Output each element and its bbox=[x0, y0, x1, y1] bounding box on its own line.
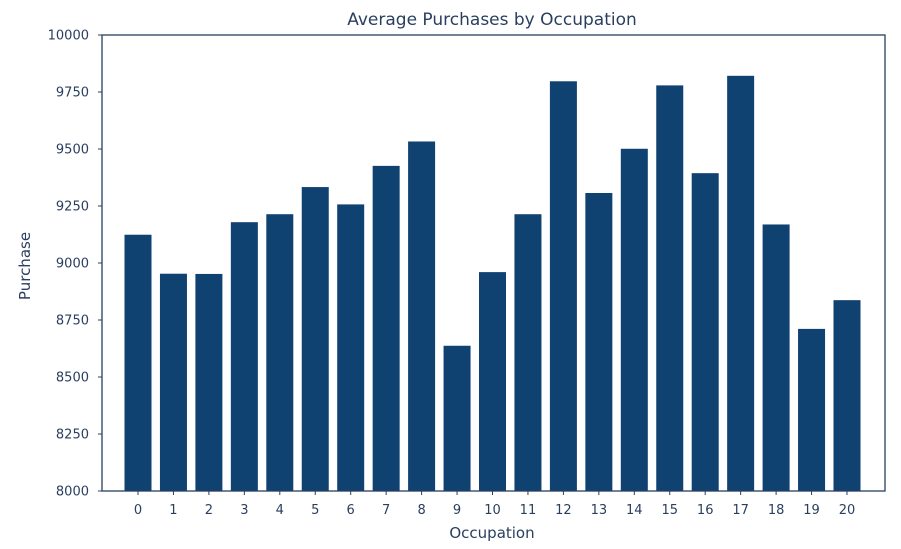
bar-occupation-1 bbox=[159, 273, 187, 491]
bar-occupation-0 bbox=[124, 234, 152, 492]
bar-occupation-20 bbox=[833, 300, 861, 491]
x-tick-label-15: 15 bbox=[661, 503, 678, 518]
bar-occupation-13 bbox=[585, 193, 613, 491]
bar-occupation-3 bbox=[230, 222, 258, 491]
y-axis-label: Purchase bbox=[16, 232, 34, 300]
x-tick-label-11: 11 bbox=[520, 503, 537, 518]
x-tick-label-17: 17 bbox=[732, 503, 749, 518]
x-axis-label: Occupation bbox=[449, 524, 534, 542]
y-tick-label-8250: 8250 bbox=[56, 428, 89, 443]
x-tick-label-20: 20 bbox=[839, 503, 856, 518]
x-tick-label-18: 18 bbox=[768, 503, 785, 518]
y-tick-label-9750: 9750 bbox=[56, 86, 89, 101]
x-tick-label-2: 2 bbox=[205, 503, 213, 518]
x-tick-label-6: 6 bbox=[347, 503, 355, 518]
y-tick-label-9500: 9500 bbox=[56, 143, 89, 158]
bar-occupation-8 bbox=[408, 141, 436, 492]
bar-occupation-10 bbox=[479, 272, 506, 491]
x-tick-label-19: 19 bbox=[803, 503, 820, 518]
bar-occupation-2 bbox=[195, 273, 223, 491]
y-axis-ticks: 8000 8250 8500 8750 9000 9250 9500 9750 10000 bbox=[48, 29, 102, 500]
x-tick-label-0: 0 bbox=[134, 503, 142, 518]
x-axis-ticks: 0 1 2 3 4 5 6 7 8 9 10 11 12 13 14 15 16 17 18 19 20 bbox=[134, 491, 855, 518]
x-tick-label-12: 12 bbox=[555, 503, 572, 518]
x-tick-label-13: 13 bbox=[591, 503, 608, 518]
x-tick-label-9: 9 bbox=[453, 503, 461, 518]
bar-occupation-7 bbox=[372, 165, 400, 491]
plot-frame bbox=[101, 34, 886, 492]
bar-occupation-15 bbox=[656, 85, 684, 491]
x-tick-label-5: 5 bbox=[311, 503, 319, 518]
bar-occupation-12 bbox=[549, 81, 577, 491]
x-tick-label-7: 7 bbox=[382, 503, 390, 518]
bar-occupation-9 bbox=[443, 345, 471, 491]
chart-title: Average Purchases by Occupation bbox=[347, 10, 637, 30]
x-tick-label-8: 8 bbox=[417, 503, 425, 518]
bars-group bbox=[124, 75, 861, 492]
bar-occupation-16 bbox=[691, 173, 719, 492]
bar-occupation-4 bbox=[266, 214, 294, 491]
y-tick-label-9250: 9250 bbox=[56, 200, 89, 215]
bar-occupation-6 bbox=[337, 204, 365, 491]
x-tick-label-3: 3 bbox=[240, 503, 248, 518]
bar-occupation-14 bbox=[620, 148, 648, 491]
x-tick-label-1: 1 bbox=[169, 503, 177, 518]
bar-occupation-17 bbox=[727, 75, 755, 491]
x-tick-label-4: 4 bbox=[276, 503, 284, 518]
x-tick-label-14: 14 bbox=[626, 503, 643, 518]
bar-occupation-18 bbox=[762, 224, 790, 491]
y-tick-label-8500: 8500 bbox=[56, 371, 89, 386]
y-tick-label-10000: 10000 bbox=[48, 29, 89, 44]
y-tick-label-9000: 9000 bbox=[56, 257, 89, 272]
x-tick-label-16: 16 bbox=[697, 503, 714, 518]
bar-occupation-5 bbox=[301, 187, 329, 491]
y-tick-label-8750: 8750 bbox=[56, 314, 89, 329]
bar-occupation-19 bbox=[798, 328, 826, 491]
y-tick-label-8000: 8000 bbox=[56, 485, 89, 500]
x-tick-label-10: 10 bbox=[484, 503, 501, 518]
bar-occupation-11 bbox=[514, 214, 542, 491]
